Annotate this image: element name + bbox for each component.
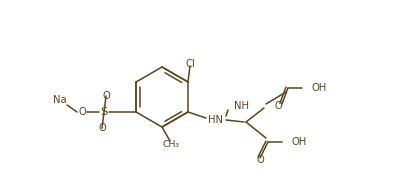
Text: NH: NH bbox=[234, 101, 249, 111]
Text: O: O bbox=[256, 155, 264, 165]
Text: CH₃: CH₃ bbox=[162, 140, 180, 149]
Text: HN: HN bbox=[208, 115, 224, 125]
Text: O: O bbox=[102, 91, 110, 101]
Text: O: O bbox=[78, 107, 86, 117]
Text: Cl: Cl bbox=[185, 59, 195, 69]
Text: OH: OH bbox=[292, 137, 307, 147]
Text: Na: Na bbox=[53, 95, 67, 105]
Text: O: O bbox=[274, 101, 282, 111]
Text: O: O bbox=[98, 123, 106, 133]
Text: OH: OH bbox=[312, 83, 327, 93]
Text: S: S bbox=[100, 107, 108, 117]
